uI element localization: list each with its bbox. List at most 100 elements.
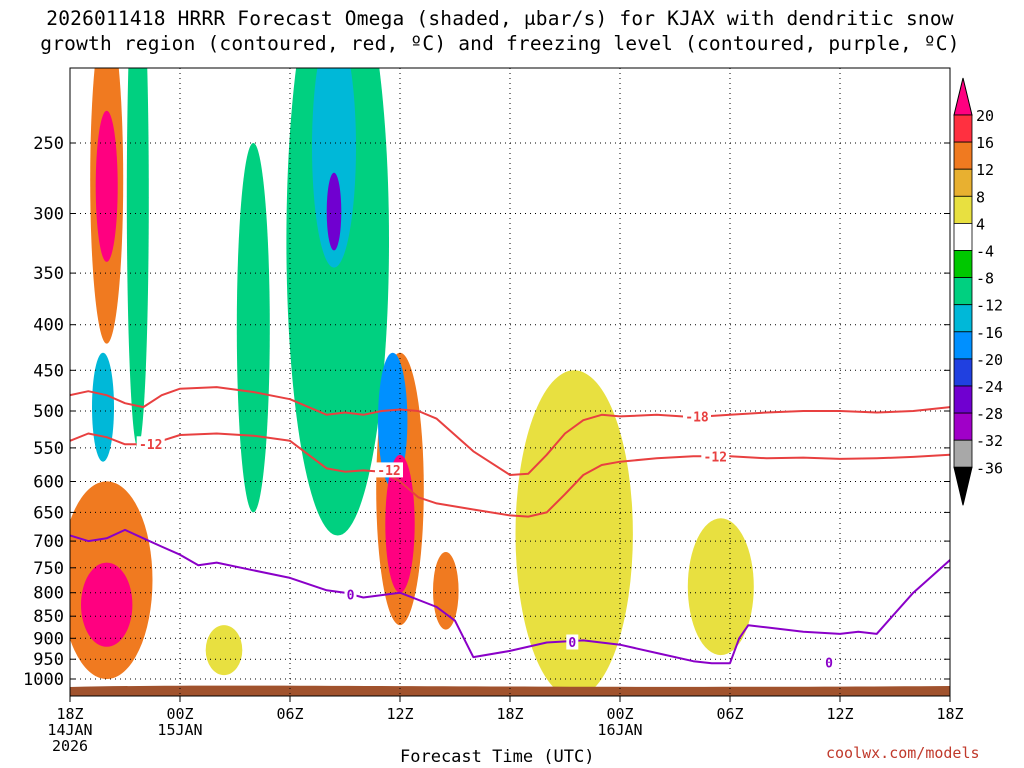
y-tick-label-550: 550 (33, 439, 64, 459)
y-tick-label-300: 300 (33, 205, 64, 225)
colorbar-seg-5 (953, 222, 973, 251)
terrain (70, 685, 950, 696)
x-axis-title: Forecast Time (UTC) (400, 747, 595, 767)
y-tick-label-750: 750 (33, 559, 64, 579)
omega-feature-3 (126, 68, 149, 448)
terrain-fill (70, 685, 950, 696)
y-tick-label-400: 400 (33, 316, 64, 336)
colorbar-seg-3 (953, 168, 973, 197)
colorbar-seg-11 (953, 385, 973, 414)
omega-feature-0 (205, 625, 243, 676)
contour-label-bg-3 (701, 448, 730, 464)
colorbar-label-8: -16 (976, 324, 1003, 342)
y-tick-label-350: 350 (33, 264, 64, 284)
omega-feature-5 (286, 68, 389, 536)
y-tick-label-700: 700 (33, 532, 64, 552)
y-tick-label-800: 800 (33, 584, 64, 604)
contour-label-5: 0 (568, 636, 576, 651)
contour-line-0 (70, 386, 950, 476)
colorbar-seg-13 (953, 439, 973, 468)
contour-label-bg-1 (375, 462, 403, 478)
x-tick-label-6-1: 15JAN (157, 721, 202, 739)
omega-feature-1 (515, 370, 633, 696)
colorbar-label-12: -32 (976, 432, 1003, 450)
contour-label-2: -18 (685, 411, 709, 426)
omega-feature-13 (95, 110, 118, 262)
x-tick-label-18-0: 12Z (386, 705, 413, 723)
contour-label-bg-2 (683, 409, 711, 425)
colorbar-label-6: -8 (976, 270, 994, 288)
y-tick-label-450: 450 (33, 361, 64, 381)
contour-labels: -12 -12 -18 -12 0 0 0 (136, 409, 835, 672)
contour-label-bg-5 (566, 634, 579, 650)
x-tick-label-30-0: 00Z (606, 705, 633, 723)
x-tick-label-0-0: 18Z (56, 705, 83, 723)
colorbar-seg-4 (953, 195, 973, 224)
colorbar-label-5: -4 (976, 243, 994, 261)
omega-feature-11 (433, 552, 459, 630)
y-tick-label-250: 250 (33, 134, 64, 154)
colorbar-seg-6 (953, 250, 973, 279)
omega-feature-2 (687, 518, 754, 656)
colorbar-label-7: -12 (976, 297, 1003, 315)
contour-label-3: -12 (704, 450, 727, 465)
y-axis: 250 300 350 400 450 500 550 600 650 700 750 800 8509… (23, 134, 950, 690)
grid (70, 68, 950, 696)
colorbar-label-10: -24 (976, 378, 1003, 396)
credit-text[interactable]: coolwx.com/models (826, 744, 980, 762)
contour-label-bg-4 (344, 587, 357, 603)
contour-label-4: 0 (347, 589, 355, 604)
x-tick-label-12-0: 06Z (276, 705, 303, 723)
colorbar: 20 16 12 8 4 -4 -8 -12 -16 -20 -24 -28 -32 -36 (953, 77, 1003, 506)
colorbar-top-triangle (953, 77, 973, 116)
omega-feature-16 (326, 172, 342, 251)
colorbar-seg-9 (953, 331, 973, 360)
colorbar-seg-10 (953, 358, 973, 387)
title-line-1: 2026011418 HRRR Forecast Omega (shaded, … (46, 7, 954, 30)
contour-label-1: -12 (377, 464, 400, 479)
colorbar-seg-2 (953, 141, 973, 170)
x-tick-label-48-0: 18Z (936, 705, 963, 723)
contour-line-2 (70, 528, 950, 665)
colorbar-label-1: 16 (976, 134, 994, 152)
colorbar-seg-8 (953, 304, 973, 333)
x-tick-label-30-1: 16JAN (597, 721, 642, 739)
colorbar-label-3: 8 (976, 188, 985, 206)
colorbar-label-0: 20 (976, 107, 994, 125)
omega-feature-4 (236, 143, 270, 513)
omega-feature-12 (378, 352, 408, 488)
x-tick-label-0-1: 14JAN (47, 721, 92, 739)
colorbar-label-13: -36 (976, 459, 1003, 477)
colorbar-label-2: 12 (976, 161, 994, 179)
y-tick-label-1000: 1000 (23, 670, 64, 690)
colorbar-label-4: 4 (976, 215, 985, 233)
colorbar-seg-1 (953, 114, 973, 143)
x-tick-label-42-0: 12Z (826, 705, 853, 723)
colorbar-label-9: -20 (976, 351, 1003, 369)
contours (70, 386, 950, 665)
colorbar-bottom-triangle (953, 466, 973, 506)
contour-line-1 (70, 432, 950, 518)
chart-title: 2026011418 HRRR Forecast Omega (shaded, … (0, 6, 1000, 56)
y-tick-label-900: 900 (33, 629, 64, 649)
omega-feature-14 (81, 562, 133, 647)
y-tick-label-650: 650 (33, 503, 64, 523)
x-tick-label-36-0: 06Z (716, 705, 743, 723)
contour-label-bg-6 (823, 655, 835, 671)
y-tick-label-600: 600 (33, 473, 64, 493)
y-tick-label-850: 850 (33, 607, 64, 627)
omega-shading (70, 68, 754, 696)
plot-frame (69, 67, 951, 697)
omega-feature-9 (312, 68, 356, 268)
contour-label-0: -12 (139, 438, 162, 453)
x-tick-label-0-2: 2026 (52, 737, 88, 755)
x-tick-label-24-0: 18Z (496, 705, 523, 723)
colorbar-seg-7 (953, 277, 973, 306)
contour-label-6: 0 (825, 657, 833, 672)
contour-label-bg-0 (136, 436, 165, 452)
colorbar-seg-12 (953, 412, 973, 441)
y-tick-label-500: 500 (33, 402, 64, 422)
x-tick-label-6-0: 00Z (166, 705, 193, 723)
